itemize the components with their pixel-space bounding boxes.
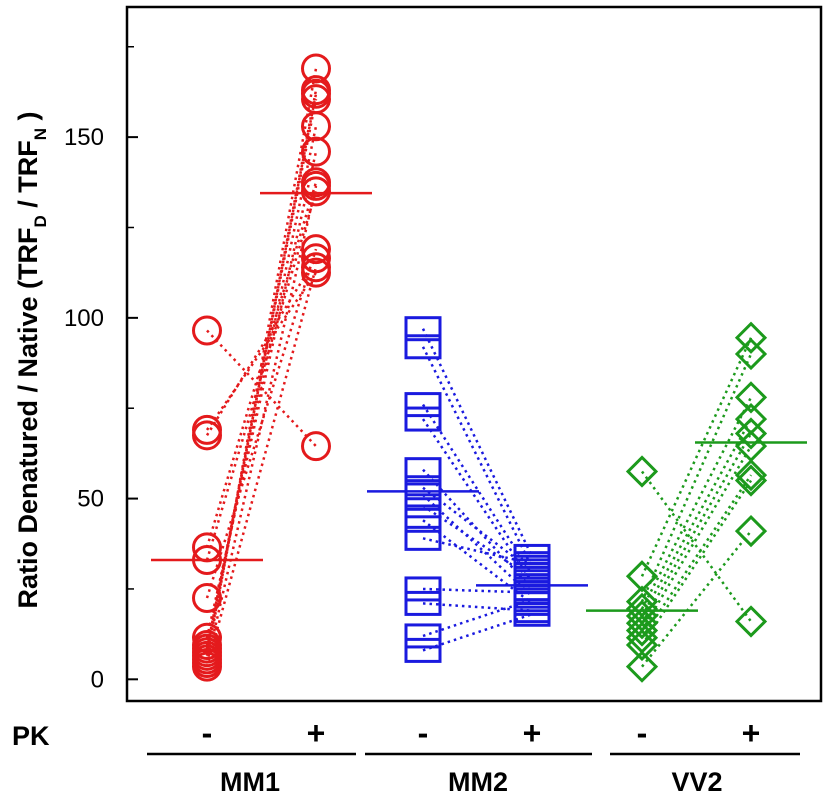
square-point <box>404 316 442 342</box>
pair-line <box>205 185 318 664</box>
y-axis-label-prefix: Ratio Denatured / Native (TRF <box>13 228 43 609</box>
square-point <box>404 637 442 663</box>
square-point <box>404 406 442 432</box>
y-tick-label: 0 <box>91 666 104 693</box>
pk-plus-label: + <box>523 715 542 751</box>
circle-point <box>192 582 222 613</box>
y-axis-label-sub-d: D <box>31 215 50 227</box>
y-axis-label-mid: / TRF <box>13 140 43 215</box>
square-point <box>404 507 442 533</box>
pair-line <box>205 151 318 639</box>
square-point <box>513 587 551 613</box>
square-point <box>404 525 442 551</box>
group-label: MM1 <box>220 767 280 797</box>
circle-point <box>192 622 222 653</box>
pk-minus-label: - <box>418 715 429 751</box>
circle-point <box>192 420 222 451</box>
square-point <box>513 601 551 627</box>
group-label: VV2 <box>671 767 722 797</box>
group-labels: PK - +MM1- +MM2- +VV2 <box>12 715 800 797</box>
diamond-point <box>625 628 659 662</box>
square-point <box>404 334 442 360</box>
pk-minus-label: - <box>202 715 213 751</box>
square-point <box>513 551 551 577</box>
diamond-point <box>625 650 659 683</box>
square-point <box>404 576 442 602</box>
pair-line <box>205 266 318 667</box>
square-point <box>404 623 442 649</box>
diamond-point <box>734 321 768 354</box>
square-point <box>404 590 442 616</box>
plot-frame <box>125 5 823 703</box>
pk-plus-label: + <box>307 715 326 751</box>
pair-line <box>205 68 318 660</box>
square-point <box>404 493 442 519</box>
pair-line <box>205 190 318 561</box>
diamond-point <box>734 605 768 638</box>
circle-point <box>301 136 331 167</box>
plot-marks <box>151 53 807 683</box>
diamond-point <box>625 607 659 640</box>
square-point <box>404 457 442 483</box>
pair-line <box>640 337 753 577</box>
pk-row-label: PK <box>12 721 50 751</box>
square-point <box>404 392 442 418</box>
pair-line <box>421 403 534 576</box>
pair-line <box>421 328 534 557</box>
y-tick-label: 100 <box>64 305 104 332</box>
pair-line <box>205 248 318 599</box>
circle-point <box>301 170 331 201</box>
diamond-point <box>734 417 768 450</box>
diamond-point <box>734 464 768 497</box>
y-axis-label-sub-n: N <box>31 128 50 140</box>
y-axis: 0 50 100 150 <box>64 46 138 693</box>
pk-plus-label: + <box>742 715 761 751</box>
circle-point <box>301 53 331 84</box>
diamond-point <box>734 381 768 414</box>
y-axis-label: Ratio Denatured / Native (TRFD / TRFN ) <box>13 111 50 608</box>
pair-line <box>640 474 753 639</box>
pair-line <box>640 418 753 617</box>
circle-point <box>192 651 222 682</box>
pair-line <box>640 353 753 603</box>
circle-point <box>301 234 331 265</box>
group-label: MM2 <box>448 767 508 797</box>
pair-line <box>641 530 752 668</box>
diamond-point <box>734 337 768 371</box>
pair-line <box>640 432 753 624</box>
circle-point <box>301 75 331 106</box>
pair-line <box>205 271 318 431</box>
circle-point <box>192 315 222 346</box>
pair-line <box>421 346 534 568</box>
circle-point <box>301 431 331 462</box>
diamond-point <box>625 455 659 488</box>
y-tick-label: 150 <box>64 124 104 151</box>
diamond-point <box>734 458 768 492</box>
y-axis-label-suffix: ) <box>13 111 43 128</box>
diamond-point <box>625 560 659 593</box>
diamond-point <box>625 614 659 647</box>
circle-point <box>301 252 331 283</box>
pair-line <box>205 257 318 436</box>
y-tick-label: 50 <box>77 486 104 513</box>
circle-point <box>301 243 331 274</box>
diamond-point <box>734 514 768 548</box>
pk-minus-label: - <box>637 715 648 751</box>
pair-line <box>640 479 753 646</box>
pair-line <box>205 89 318 657</box>
pair-line <box>640 470 753 623</box>
pair-line <box>640 396 753 610</box>
